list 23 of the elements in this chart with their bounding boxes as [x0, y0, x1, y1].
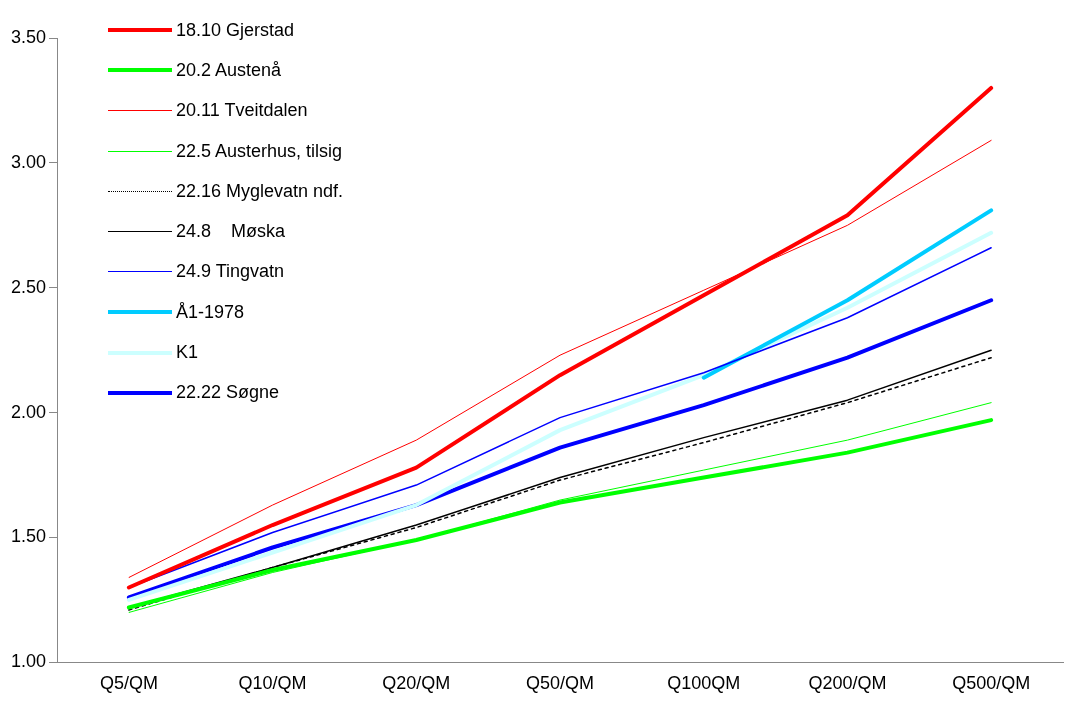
x-tick-label: Q200/QM: [808, 673, 887, 694]
x-tick-label: Q5/QM: [99, 673, 158, 694]
x-tick-label: Q500/QM: [952, 673, 1031, 694]
legend-label: 22.16 Myglevatn ndf.: [176, 180, 344, 202]
legend-label: 22.5 Austerhus, tilsig: [176, 140, 343, 162]
y-tick-label: 3.50: [10, 26, 47, 47]
y-tick-label: 3.00: [10, 151, 47, 172]
legend-label: K1: [176, 342, 199, 364]
legend-label: 20.2 Austenå: [176, 59, 282, 81]
x-tick-label: Q50/QM: [526, 673, 595, 694]
legend-label: 24.8 Møska: [176, 221, 286, 243]
x-tick-label: Q20/QM: [382, 673, 451, 694]
x-tick-label: Q10/QM: [238, 673, 307, 694]
legend-label: 22.22 Søgne: [176, 382, 280, 404]
y-tick-label: 2.00: [10, 401, 47, 422]
y-tick-label: 1.50: [10, 526, 47, 547]
y-tick-label: 1.00: [10, 651, 47, 672]
legend-label: 20.11 Tveitdalen: [176, 100, 308, 122]
legend-label: Å1-1978: [176, 301, 245, 323]
legend-label: 18.10 Gjerstad: [176, 19, 295, 41]
x-tick-label: Q100QM: [667, 673, 741, 694]
legend-label: 24.9 Tingvatn: [176, 261, 285, 283]
y-tick-label: 2.50: [10, 276, 47, 297]
